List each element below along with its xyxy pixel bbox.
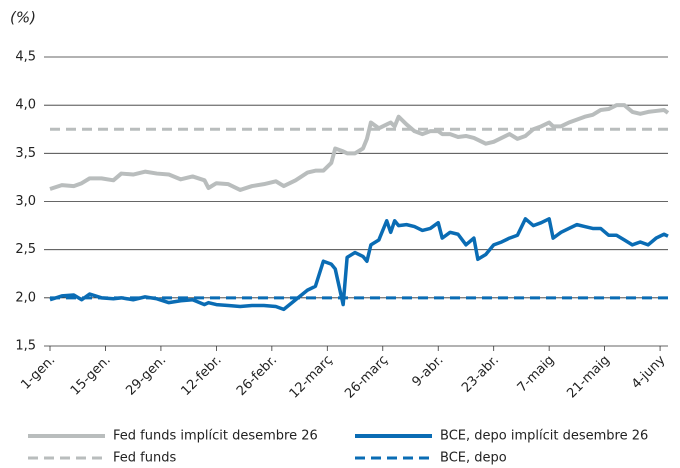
x-tick-label: 12-febr. <box>178 353 224 399</box>
legend-label: BCE, depo implícit desembre 26 <box>440 429 648 444</box>
x-tick-label: 26-febr. <box>234 353 280 399</box>
legend-label: Fed funds implícit desembre 26 <box>113 429 318 444</box>
x-tick-label: 9-abr. <box>409 353 446 390</box>
legend-label: Fed funds <box>113 451 176 466</box>
series-line <box>49 103 670 192</box>
x-tick-label: 29-gen. <box>123 353 169 399</box>
x-tick-label: 23-abr. <box>459 353 502 396</box>
x-tick-label: 15-gen. <box>68 353 114 399</box>
y-tick-label: 4,0 <box>15 98 36 113</box>
x-tick-label: 21-maig <box>564 353 613 402</box>
y-tick-label: 3,0 <box>15 194 36 209</box>
y-tick-label: 2,0 <box>15 290 36 305</box>
x-tick-label: 4-juny <box>629 352 669 392</box>
x-tick-label: 12-març <box>287 353 336 402</box>
y-tick-label: 3,5 <box>15 146 36 161</box>
series-line <box>49 217 669 312</box>
legend-label: BCE, depo <box>440 451 507 466</box>
x-tick-label: 7-maig <box>515 353 558 396</box>
y-tick-label: 4,5 <box>15 50 36 65</box>
x-tick-label: 26-març <box>342 353 391 402</box>
y-axis-label: (%) <box>10 9 36 27</box>
y-tick-label: 1,5 <box>15 339 36 354</box>
y-tick-label: 2,5 <box>15 242 36 257</box>
x-tick-label: 1-gen. <box>18 353 58 393</box>
